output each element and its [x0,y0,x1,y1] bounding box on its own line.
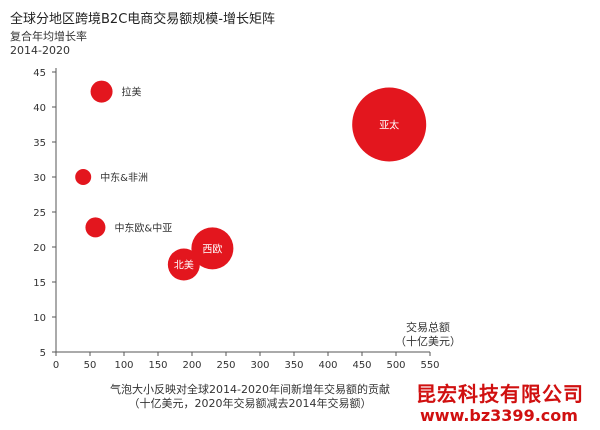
x-tick-label: 0 [53,360,59,371]
y-axis-label: 复合年均增长率 2014-2020 [10,30,87,58]
bubble [167,248,200,281]
y-tick-label: 15 [33,278,46,289]
y-tick-label: 45 [33,68,46,79]
x-tick-label: 400 [318,360,337,371]
bubble [191,227,234,270]
x-tick-label: 100 [114,360,133,371]
x-tick-label: 250 [216,360,235,371]
x-tick-label: 50 [84,360,97,371]
x-tick-label: 550 [420,360,439,371]
x-tick-label: 500 [386,360,405,371]
bubble-label: 拉美 [122,86,142,99]
watermark-url: www.bz3399.com [420,406,578,425]
x-axis-label-line2: （十亿美元） [395,335,461,348]
y-axis-label-line1: 复合年均增长率 [10,30,87,43]
y-tick-label: 20 [33,243,46,254]
x-tick-label: 200 [182,360,201,371]
bubble-label: 亚太 [379,119,399,132]
y-tick-label: 25 [33,208,46,219]
bubble [75,169,92,185]
x-tick-label: 300 [250,360,269,371]
y-tick-label: 5 [40,348,46,359]
x-tick-label: 150 [148,360,167,371]
x-tick-label: 450 [352,360,371,371]
x-axis-label-line1: 交易总额 [406,321,450,334]
watermark-company: 昆宏科技有限公司 [416,382,584,406]
y-tick-label: 35 [33,138,46,149]
bubble [90,80,113,103]
chart-title: 全球分地区跨境B2C电商交易额规模-增长矩阵 [10,12,275,27]
chart-caption: 气泡大小反映对全球2014-2020年间新增年交易额的贡献 （十亿美元，2020… [95,383,405,411]
x-tick-label: 350 [284,360,303,371]
caption-line2: （十亿美元，2020年交易额减去2014年交易额） [128,397,372,410]
bubble-label: 北美 [174,259,194,272]
x-axis-label: 交易总额 （十亿美元） [388,321,468,349]
bubble [352,87,427,162]
bubble-label: 西欧 [202,243,222,255]
y-axis-label-line2: 2014-2020 [10,44,70,57]
caption-line1: 气泡大小反映对全球2014-2020年间新增年交易额的贡献 [110,383,390,396]
bubble-label: 中东&非洲 [100,171,148,184]
y-tick-label: 30 [33,173,46,184]
y-tick-label: 40 [33,103,46,114]
bubble [85,217,106,238]
bubble-label: 中东欧&中亚 [114,221,172,234]
y-tick-label: 10 [33,313,46,324]
